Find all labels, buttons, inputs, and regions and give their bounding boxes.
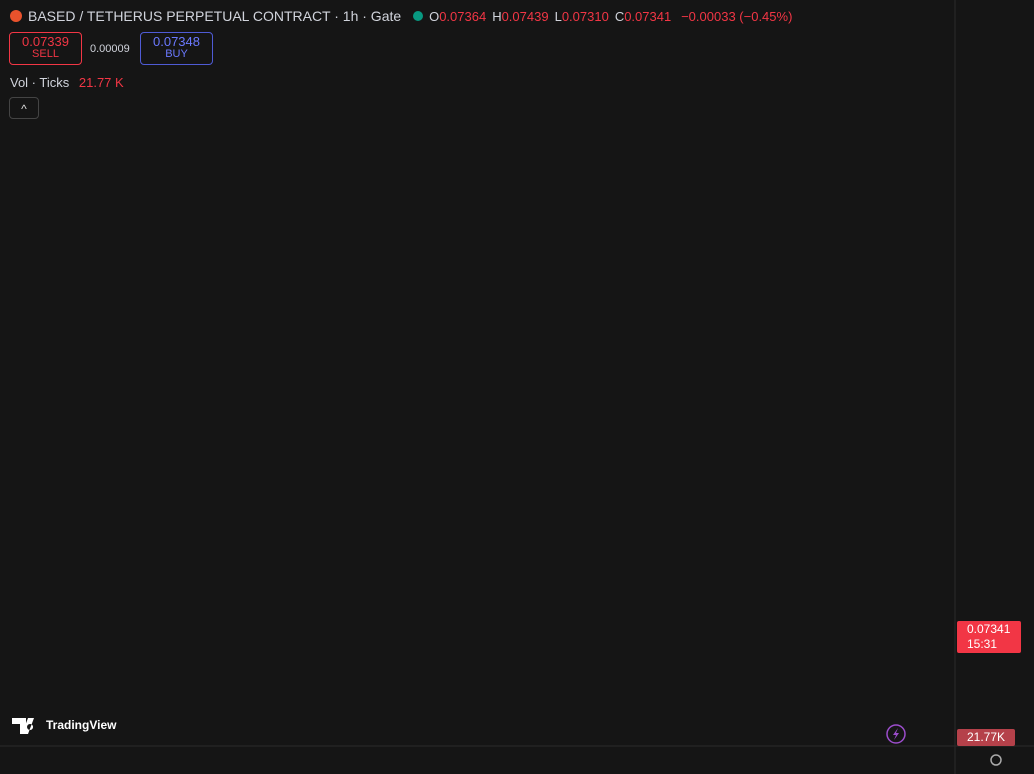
collapse-button[interactable]: ^: [9, 97, 39, 119]
symbol-header: BASED / TETHERUS PERPETUAL CONTRACT · 1h…: [10, 8, 792, 24]
buy-label: BUY: [165, 48, 188, 60]
ohlc-key: L: [554, 9, 562, 24]
ohlc-key: O: [429, 9, 440, 24]
brand: TradingView: [46, 718, 117, 732]
ohlc-value: 0.07341: [624, 9, 672, 24]
indicator-name: Vol · Ticks: [10, 75, 70, 90]
ohlc-value: 0.07439: [501, 9, 549, 24]
ohlc-key: H: [492, 9, 502, 24]
volume-label: 21.77K: [967, 730, 1005, 744]
indicator: Vol · Ticks 21.77 K: [10, 75, 124, 90]
sell-price: 0.07339: [22, 34, 69, 49]
ohlc-value: 0.07310: [561, 9, 609, 24]
lightning-button[interactable]: [886, 724, 906, 744]
symbol-title: BASED / TETHERUS PERPETUAL CONTRACT · 1h…: [28, 8, 402, 24]
status-dot: [413, 11, 424, 21]
change: −0.00033 (−0.45%): [681, 9, 793, 24]
lightning-icon: [893, 728, 899, 740]
buy-price: 0.07348: [153, 34, 200, 49]
sell-label: SELL: [32, 48, 59, 60]
volume-label-bg: [957, 729, 1015, 746]
settings-button[interactable]: [990, 754, 1002, 766]
countdown: 15:31: [967, 637, 997, 651]
spread: 0.00009: [90, 43, 130, 55]
sell-button[interactable]: 0.07339 SELL: [9, 32, 82, 65]
buy-button[interactable]: 0.07348 BUY: [140, 32, 213, 65]
ohlc: O0.07364 H0.07439 L0.07310 C0.07341: [429, 9, 677, 24]
ohlc-key: C: [614, 9, 625, 24]
logo: TradingView: [12, 718, 117, 734]
price-label: 0.07341: [967, 622, 1011, 636]
indicator-value: 21.77 K: [78, 75, 124, 90]
price-label-bg: [957, 621, 1021, 653]
ohlc-value: 0.07364: [439, 9, 487, 24]
symbol-icon: [10, 10, 22, 22]
